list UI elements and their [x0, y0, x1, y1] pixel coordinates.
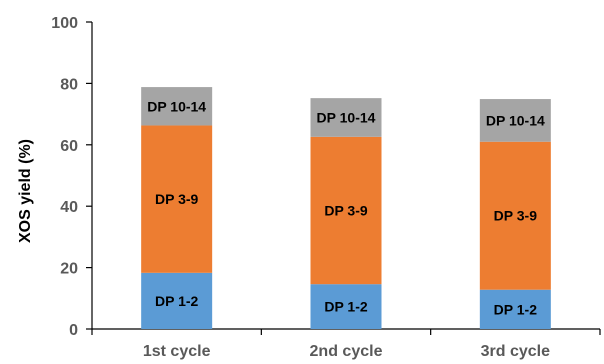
- x-category-label: 1st cycle: [143, 343, 211, 360]
- bar-segment: [141, 125, 213, 273]
- y-tick-label: 60: [60, 138, 78, 155]
- x-category-label: 2nd cycle: [310, 343, 383, 360]
- y-axis: 0 20 40 60 80 100: [51, 15, 93, 339]
- x-category-label: 3rd cycle: [481, 343, 550, 360]
- x-axis: 1st cycle 2nd cycle 3rd cycle: [91, 328, 601, 360]
- segment-label: DP 10-14: [317, 109, 376, 125]
- bar-segment: [310, 284, 382, 329]
- bar-segment: [141, 87, 213, 126]
- bar-segment: [141, 272, 213, 329]
- y-tick-label: 80: [60, 76, 78, 93]
- y-tick-label: 100: [51, 15, 78, 32]
- bar-series: DP 1-2 DP 3-9 DP 10-14 DP 1-2 DP 3-9 DP 10-14…: [141, 87, 551, 329]
- segment-label: DP 1-2: [494, 301, 538, 317]
- segment-label: DP 1-2: [324, 299, 368, 315]
- segment-label: DP 3-9: [324, 202, 368, 218]
- bar-segment: [310, 98, 382, 137]
- y-tick-label: 20: [60, 261, 78, 278]
- bar-segment: [310, 136, 382, 285]
- bar-segment: [479, 141, 551, 290]
- bar-segment: [479, 99, 551, 142]
- bar-segment: [479, 289, 551, 329]
- segment-label: DP 3-9: [494, 208, 538, 224]
- y-axis-title: XOS yield (%): [17, 139, 34, 243]
- segment-label: DP 1-2: [155, 293, 199, 309]
- y-tick-label: 0: [69, 322, 78, 339]
- segment-label: DP 10-14: [486, 112, 545, 128]
- segment-label: DP 10-14: [147, 98, 206, 114]
- segment-label: DP 3-9: [155, 191, 199, 207]
- y-tick-label: 40: [60, 199, 78, 216]
